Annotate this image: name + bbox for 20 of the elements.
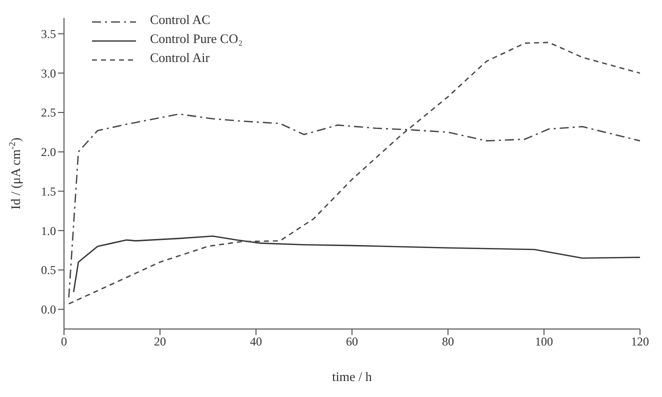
y-tick-label: 3.5 [41, 27, 56, 42]
line-series [72, 235, 640, 293]
y-tick-label: 2.5 [41, 106, 56, 120]
x-tick-label: 0 [61, 334, 67, 349]
y-tick-label: 0.5 [41, 263, 56, 278]
legend-label: Control Pure CO₂ [150, 31, 243, 48]
legend-label: Control Air [150, 50, 210, 67]
x-tick-label: 40 [250, 334, 262, 349]
legend-label: Control AC [150, 12, 210, 29]
x-tick-label: 20 [154, 334, 166, 349]
x-axis-title: time / h [332, 369, 372, 384]
x-tick-label: 100 [535, 334, 553, 349]
x-tick-label: 60 [346, 334, 358, 349]
y-tick-label: 1.5 [41, 184, 56, 198]
y-tick-label: 0.0 [41, 302, 56, 317]
y-tick-label: 2.0 [41, 145, 56, 160]
y-tick-label: 1.0 [41, 224, 56, 238]
x-tick-label: 80 [442, 334, 454, 349]
x-tick-label: 120 [631, 334, 649, 349]
y-tick-label: 3.0 [41, 66, 56, 80]
